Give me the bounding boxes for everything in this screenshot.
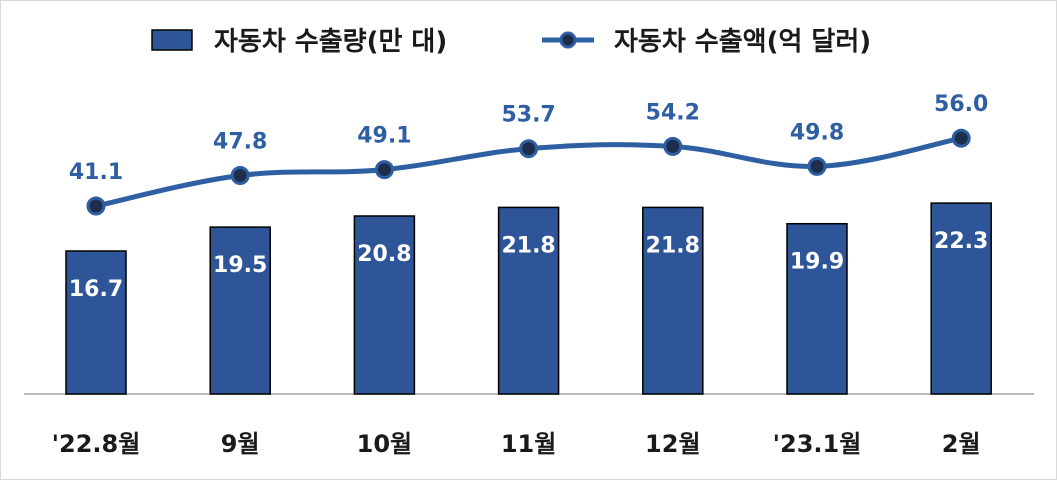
line-point (807, 156, 827, 176)
legend-line-marker (559, 31, 577, 49)
line-value-label: 54.2 (646, 100, 700, 125)
bar (930, 202, 992, 395)
bar-value-label: 21.8 (646, 233, 700, 258)
legend: 자동차 수출량(만 대) 자동차 수출액(억 달러) (151, 27, 871, 57)
line-point (663, 136, 683, 156)
bar-value-label: 19.9 (790, 250, 844, 275)
line-value-label: 53.7 (501, 103, 555, 128)
bar-series: 16.7 19.5 20.8 21.8 21.8 19.9 22.3 (65, 202, 992, 395)
bar-value-label: 22.3 (934, 229, 988, 254)
line-point (951, 128, 971, 148)
line-value-label: 56.0 (934, 92, 988, 117)
bar (786, 222, 848, 395)
category-label: 12월 (645, 430, 700, 458)
bar-value-label: 21.8 (501, 233, 555, 258)
bar (497, 206, 560, 395)
bar (353, 215, 416, 395)
line-value-label: 47.8 (213, 130, 267, 155)
line-point (230, 166, 250, 185)
bar-value-label: 20.8 (357, 242, 411, 267)
bar-value-label: 16.7 (69, 277, 123, 302)
line-point (86, 196, 106, 216)
line-point (374, 160, 394, 180)
legend-bar-swatch (151, 29, 193, 51)
line-value-label: 49.8 (790, 120, 844, 145)
category-label: '22.8월 (52, 430, 141, 458)
legend-line-label: 자동차 수출액(억 달러) (614, 27, 871, 57)
bar-value-label: 19.5 (213, 253, 267, 278)
bar (642, 206, 704, 395)
category-label: 2월 (942, 430, 981, 458)
category-label: '23.1월 (773, 430, 862, 458)
line-series: 41.1 47.8 49.1 53.7 54.2 49.8 56.0 (69, 92, 988, 216)
category-axis: '22.8월 9월 10월 11월 12월 '23.1월 2월 (52, 430, 981, 458)
category-label: 10월 (357, 430, 412, 458)
category-label: 9월 (221, 430, 260, 458)
category-label: 11월 (501, 430, 556, 458)
bar (209, 226, 271, 395)
bar (65, 250, 127, 395)
line-value-label: 41.1 (69, 160, 123, 185)
legend-bar-label: 자동차 수출량(만 대) (214, 27, 447, 57)
line-value-label: 49.1 (357, 124, 411, 149)
line-point (519, 139, 539, 159)
